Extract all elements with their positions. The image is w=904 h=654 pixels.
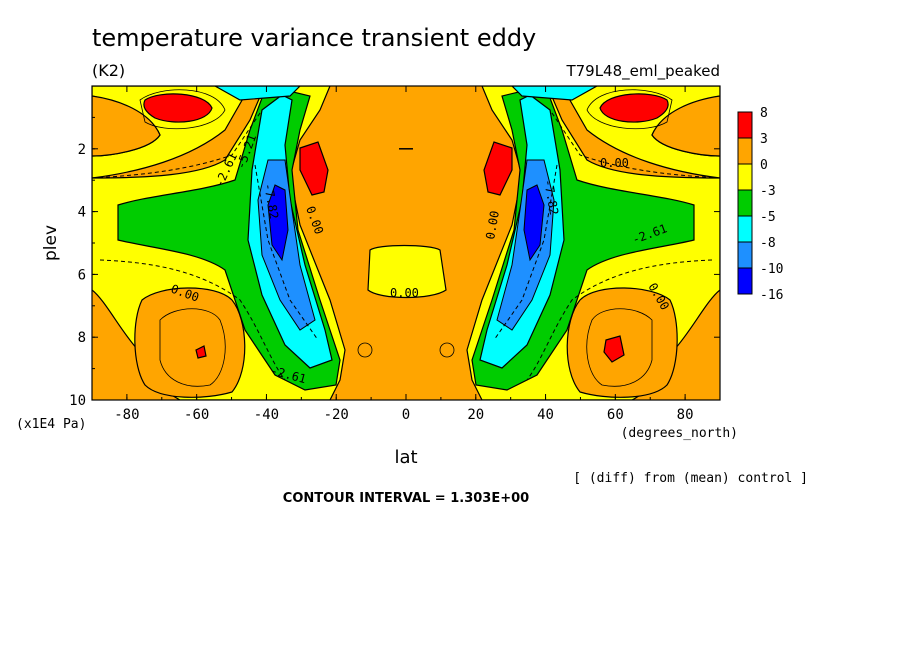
contour-solid-se <box>586 308 653 387</box>
region-darkblue-west <box>267 184 289 262</box>
colorbar-swatch <box>737 137 753 165</box>
x-tick-label: -60 <box>184 407 209 423</box>
colorbar-swatch <box>737 189 753 217</box>
colorbar-swatch <box>737 163 753 191</box>
contour-solid-nw <box>139 89 226 130</box>
contour-dashed-1 <box>92 109 263 179</box>
region-cyan-top-east <box>511 86 599 101</box>
contour-solid-sw <box>159 308 226 387</box>
region-red-e <box>483 141 513 196</box>
x-axis-label: lat <box>394 447 417 468</box>
contour-circle-w <box>357 342 373 358</box>
colorbar-label: -10 <box>760 262 783 277</box>
region-cyan-top-west <box>213 86 301 101</box>
contour-dashed-3 <box>99 259 286 381</box>
contour-interval: CONTOUR INTERVAL = 1.303E+00 <box>283 491 529 506</box>
contour-dashed-5 <box>254 164 319 341</box>
colorbar-label: -8 <box>760 236 776 251</box>
colorbar-label: 0 <box>760 158 768 173</box>
x-tick-label: -40 <box>254 407 279 423</box>
diff-note: [ (diff) from (mean) control ] <box>573 471 808 486</box>
colorbar-label: -16 <box>760 288 783 303</box>
contour-label-0-ne: 0.00 <box>600 156 629 170</box>
colorbar-swatch <box>737 241 753 269</box>
region-orange-ne <box>651 95 720 157</box>
region-red-ne <box>599 93 669 123</box>
contour-circle-e <box>439 342 455 358</box>
plot-area: -80 -60 -40 -20 0 20 40 60 80 2 4 6 8 10 0.00 0.00 0… <box>69 85 721 423</box>
chart-title: temperature variance transient eddy <box>92 24 536 52</box>
y-tick-label: 6 <box>78 267 86 283</box>
region-orange-sw <box>134 287 246 398</box>
y-axis-units: (x1E4 Pa) <box>16 417 86 432</box>
region-darkblue-east <box>523 184 545 262</box>
y-axis-label: plev <box>41 225 61 261</box>
colorbar-swatch <box>737 215 753 243</box>
contour-label-3-west: -7.82 <box>261 182 281 220</box>
run-name: T79L48_eml_peaked <box>565 62 720 81</box>
colorbar-swatch <box>737 267 753 295</box>
colorbar-label: 3 <box>760 132 768 147</box>
x-tick-label: 40 <box>537 407 554 423</box>
colorbar-swatch <box>737 111 753 139</box>
contour-label-0-east-mid: 0.00 <box>483 210 502 241</box>
region-red-w <box>299 141 329 196</box>
x-tick-label: 0 <box>402 407 410 423</box>
y-tick-label: 10 <box>69 393 86 409</box>
y-ticks: 2 4 6 8 10 <box>69 116 720 409</box>
x-tick-label: 80 <box>677 407 694 423</box>
region-orange-nw <box>92 95 161 157</box>
colorbar-label: -5 <box>760 210 776 225</box>
x-tick-label: -20 <box>324 407 349 423</box>
colorbar-label: 8 <box>760 106 768 121</box>
x-tick-label: -80 <box>114 407 139 423</box>
x-tick-label: 60 <box>607 407 624 423</box>
contour-dashed-6 <box>493 164 558 341</box>
region-red-nw <box>143 93 213 123</box>
y-tick-label: 4 <box>78 205 86 221</box>
contour-dashed-2 <box>549 109 720 179</box>
contour-dashed-4 <box>526 259 713 381</box>
contour-solid-ne <box>586 89 673 130</box>
contour-label-0-center: 0.00 <box>390 286 419 300</box>
region-orange-se <box>566 287 678 398</box>
y-tick-label: 2 <box>78 142 86 158</box>
y-tick-label: 8 <box>78 330 86 346</box>
contour-label-3-east: -7.82 <box>541 178 561 216</box>
region-red-sw <box>195 345 207 359</box>
region-yellow-center <box>367 244 447 299</box>
region-red-se <box>603 335 625 363</box>
x-tick-label: 20 <box>467 407 484 423</box>
colorbar-label: -3 <box>760 184 776 199</box>
units-label: (K2) <box>92 61 125 80</box>
x-ticks: -80 -60 -40 -20 0 20 40 60 80 <box>91 86 721 423</box>
colorbar: 8 3 0 -3 -5 -8 -10 -16 <box>737 106 783 303</box>
x-axis-units: (degrees_north) <box>621 426 738 441</box>
